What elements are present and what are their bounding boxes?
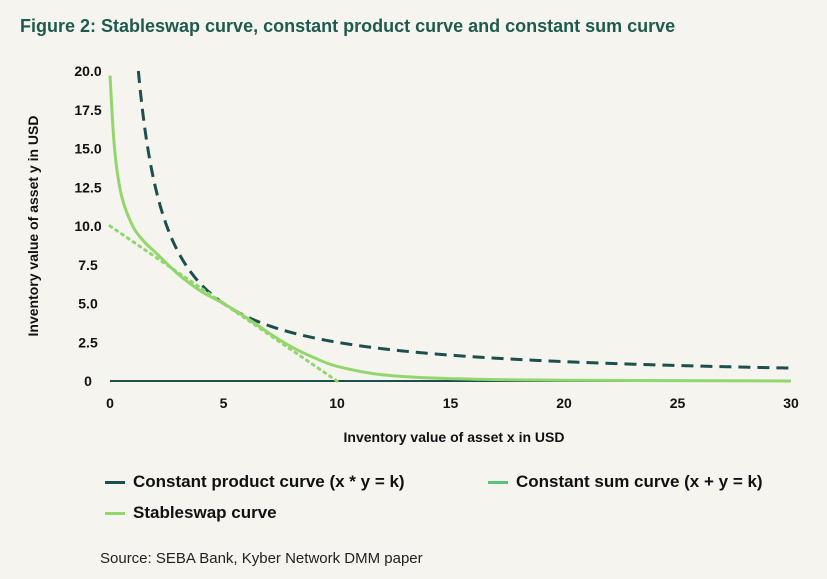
x-tick-label: 20 [556,395,572,411]
constant-product-line [136,70,790,370]
legend-label: Constant product curve (x * y = k) [133,472,405,491]
y-tick-label: 10.0 [74,218,101,234]
x-tick-label: 5 [220,395,228,411]
y-tick-label: 12.5 [74,179,101,195]
y-tick-label: 7.5 [78,257,98,273]
y-tick-label: 0 [84,373,92,389]
x-tick-label: 25 [670,395,686,411]
legend-item-product: Constant product curve (x * y = k) [105,472,405,492]
legend-item-sum: Constant sum curve (x + y = k) [488,472,763,492]
legend-label: Stableswap curve [133,503,277,522]
legend-swatch-sum [488,480,508,484]
y-tick-label: 2.5 [78,334,98,350]
legend-swatch-product [105,480,125,484]
legend-label: Constant sum curve (x + y = k) [516,472,763,491]
legend-item-stableswap: Stableswap curve [105,503,277,523]
x-tick-label: 0 [106,395,114,411]
y-axis-label: Inventory value of asset y in USD [25,116,41,337]
x-tick-label: 15 [443,395,459,411]
y-tick-label: 17.5 [74,102,101,118]
x-tick-label: 30 [783,395,799,411]
y-tick-label: 5.0 [78,296,98,312]
legend-swatch-stableswap [105,511,125,515]
x-axis-label: Inventory value of asset x in USD [344,429,565,445]
y-tick-label: 20.0 [74,63,101,79]
y-tick-label: 15.0 [74,141,101,157]
source-note: Source: SEBA Bank, Kyber Network DMM pap… [100,550,423,567]
stableswap-line [108,75,792,383]
x-tick-label: 10 [329,395,345,411]
chart-title: Figure 2: Stableswap curve, constant pro… [20,16,676,36]
